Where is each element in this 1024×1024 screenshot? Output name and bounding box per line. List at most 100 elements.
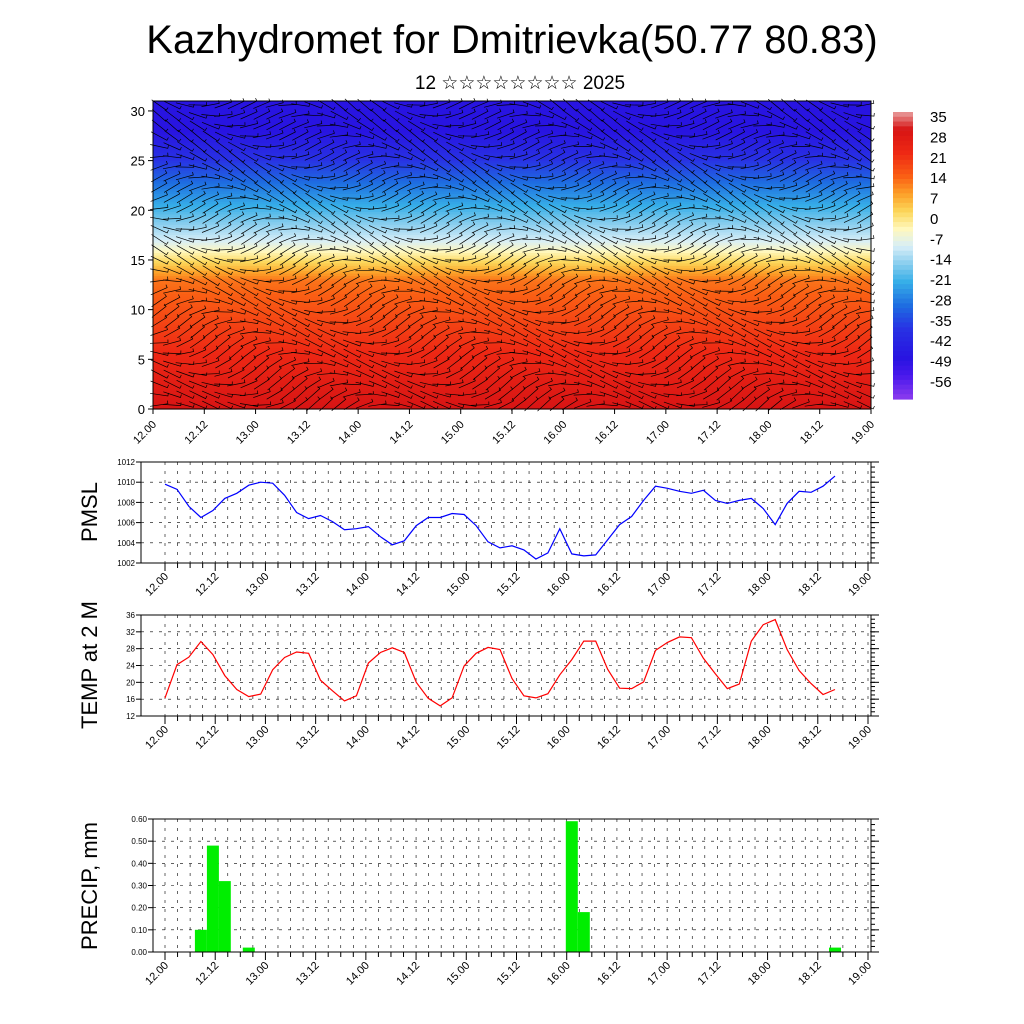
wind-barb xyxy=(227,276,246,286)
wind-barb xyxy=(369,303,385,318)
colorbar-band xyxy=(893,260,913,266)
wind-barb xyxy=(792,257,811,264)
colorbar-band xyxy=(893,212,913,218)
wind-barb xyxy=(201,307,220,314)
wind-barb xyxy=(215,211,232,224)
wind-barb xyxy=(355,215,375,223)
color-band xyxy=(153,352,871,356)
wind-barb xyxy=(228,286,246,297)
wind-barb xyxy=(265,205,285,212)
wind-barb xyxy=(445,184,465,191)
wind-barb xyxy=(574,245,593,255)
wind-barb xyxy=(240,296,259,307)
wind-barb xyxy=(663,401,683,409)
wind-barb xyxy=(509,339,529,347)
wind-barb xyxy=(446,297,465,307)
wind-barb xyxy=(279,365,296,380)
wind-barb xyxy=(316,173,336,179)
wind-barb xyxy=(291,234,310,242)
wind-barb xyxy=(715,129,733,141)
wind-barb xyxy=(484,193,503,204)
wind-barb xyxy=(509,164,528,168)
color-band xyxy=(153,385,871,390)
wind-barb xyxy=(445,194,464,199)
wind-barb xyxy=(663,267,683,274)
y-tick-label: 0.40 xyxy=(131,859,147,868)
color-band xyxy=(153,249,871,254)
colorbar-band xyxy=(893,231,913,237)
wind-barb xyxy=(304,368,323,378)
wind-barb xyxy=(573,206,593,210)
wind-barb xyxy=(433,325,450,338)
wind-barb xyxy=(612,288,631,292)
wind-barb xyxy=(381,170,399,182)
wind-barb xyxy=(394,171,413,181)
x-tick-label: 15.12 xyxy=(495,571,523,599)
wind-barb xyxy=(818,235,837,245)
wind-barb xyxy=(163,142,182,151)
y-tick-label: 0 xyxy=(138,402,145,417)
wind-barb xyxy=(176,180,194,193)
wind-barb xyxy=(291,274,309,286)
wind-barb xyxy=(202,345,219,359)
wind-barb xyxy=(753,328,773,337)
x-tick-label: 18.12 xyxy=(798,419,826,447)
wind-barb xyxy=(459,345,475,359)
wind-barb xyxy=(831,254,849,266)
wind-barb xyxy=(343,159,360,172)
wind-barb xyxy=(369,180,386,193)
wind-barb xyxy=(779,182,798,191)
wind-barb xyxy=(292,375,308,391)
wind-barb xyxy=(690,182,708,194)
wind-barb xyxy=(433,131,452,141)
wind-barb xyxy=(664,221,681,235)
wind-barb xyxy=(856,100,875,108)
wind-barb xyxy=(484,264,502,274)
wind-barb xyxy=(740,225,760,233)
wind-barb xyxy=(163,391,182,398)
wind-barb xyxy=(613,141,631,152)
wind-barb xyxy=(278,340,298,346)
colorbar-label: -14 xyxy=(930,252,952,269)
wind-barb xyxy=(637,247,657,252)
wind-barb xyxy=(175,288,195,292)
colorbar-band xyxy=(893,355,913,362)
wind-barb xyxy=(240,307,259,316)
wind-barb xyxy=(150,131,169,141)
wind-barb xyxy=(240,212,258,223)
wind-barb xyxy=(368,160,387,171)
wind-barb xyxy=(445,309,465,315)
wind-barb xyxy=(228,355,244,370)
wind-barb xyxy=(304,318,323,327)
wind-barb xyxy=(728,182,747,193)
grid-lines xyxy=(141,461,871,564)
wind-barb xyxy=(484,232,502,245)
color-band xyxy=(153,339,871,343)
wind-barb xyxy=(394,402,413,408)
wind-barb xyxy=(369,131,387,141)
color-band xyxy=(153,175,871,179)
wind-barb xyxy=(843,359,862,366)
color-band xyxy=(153,183,871,187)
wind-barb xyxy=(304,184,323,192)
wind-barb xyxy=(395,141,413,152)
wind-barb xyxy=(342,205,362,212)
wind-barb xyxy=(727,110,746,118)
wind-barb xyxy=(189,346,207,358)
wind-barb xyxy=(779,246,798,254)
y-tick-label: 36 xyxy=(126,611,135,620)
wind-barb xyxy=(239,133,259,137)
wind-barb xyxy=(329,131,348,138)
wind-barb xyxy=(806,109,823,122)
wind-barb xyxy=(562,223,580,235)
wind-barb xyxy=(599,402,618,407)
colorbar-band xyxy=(893,379,913,386)
wind-barb xyxy=(522,297,541,304)
wind-barb xyxy=(857,200,874,214)
wind-barb xyxy=(703,355,719,369)
wind-barb xyxy=(560,265,579,274)
wind-barb xyxy=(317,236,336,243)
wind-barb xyxy=(368,255,388,265)
wind-barb xyxy=(651,131,670,141)
wind-barb xyxy=(625,390,644,400)
